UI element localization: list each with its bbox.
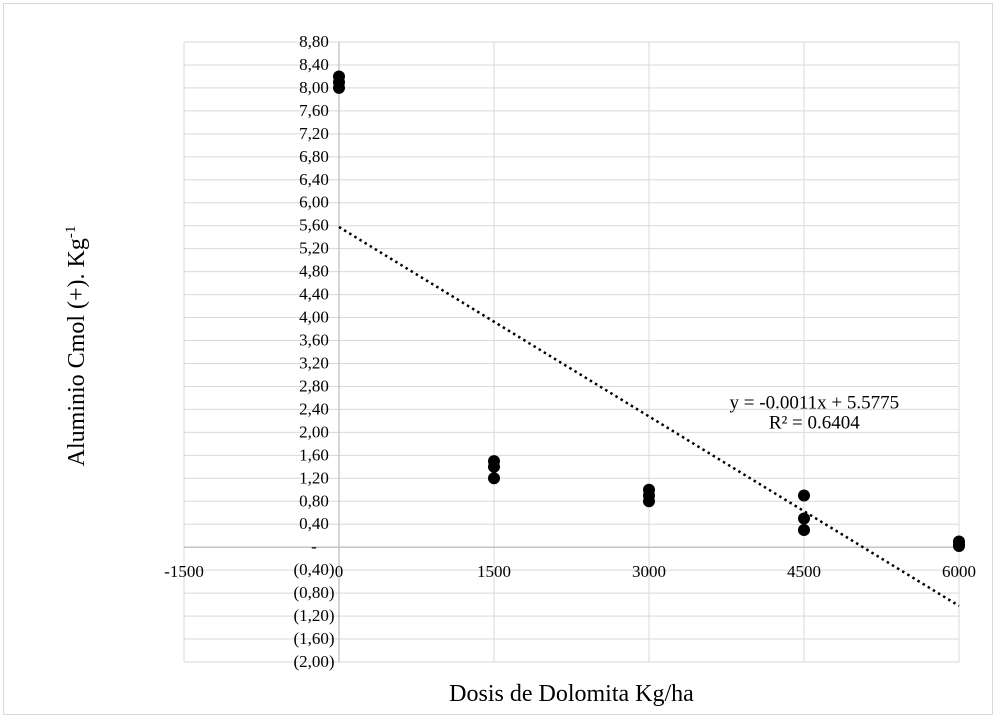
- y-tick-label: 4,80: [299, 262, 329, 281]
- y-tick-label: 8,80: [299, 32, 329, 51]
- y-axis-title-text: Aluminio Cmol (+). Kg: [64, 238, 90, 466]
- data-point-9: [798, 489, 810, 502]
- y-tick-label: 1,60: [299, 445, 329, 464]
- trendline-group: [338, 225, 960, 607]
- y-tick-label: 0,40: [299, 514, 329, 533]
- data-point-8: [643, 495, 655, 508]
- x-tick-label: 6000: [942, 562, 976, 581]
- data-point-2: [333, 81, 345, 94]
- y-axis-title-superscript: -1: [63, 226, 79, 239]
- trendline: [338, 225, 960, 607]
- y-tick-label: 6,40: [299, 170, 329, 189]
- y-tick-label: 0,80: [299, 491, 329, 510]
- x-tick-label: 3000: [632, 562, 666, 581]
- y-tick-label: -: [311, 537, 317, 556]
- y-tick-label: 3,20: [299, 353, 329, 372]
- y-tick-label: 8,00: [299, 78, 329, 97]
- y-tick-label: 6,00: [299, 193, 329, 212]
- y-tick-label: (0,40): [293, 560, 334, 579]
- y-tick-label: 5,60: [299, 216, 329, 235]
- vertical-gridlines: [183, 42, 960, 662]
- x-tick-label: 0: [335, 562, 344, 581]
- y-tick-label: (1,20): [293, 606, 334, 625]
- data-point-11: [798, 523, 810, 536]
- y-tick-label: 2,00: [299, 422, 329, 441]
- x-tick-label: -1500: [164, 562, 204, 581]
- y-tick-label: 7,60: [299, 101, 329, 120]
- trendline-r-squared: R² = 0.6404: [769, 412, 860, 433]
- data-point-14: [953, 540, 965, 553]
- y-axis-title: Aluminio Cmol (+). Kg-1: [63, 226, 90, 467]
- axes: [184, 42, 959, 662]
- y-tick-label: (1,60): [293, 629, 334, 648]
- chart-frame: 8,80 8,40 8,00 7,60 7,20 6,80 6,40 6,00 5,60 5,20…: [3, 3, 993, 715]
- data-points: [333, 70, 965, 553]
- y-tick-label: (0,80): [293, 583, 334, 602]
- y-tick-label: (2,00): [293, 652, 334, 671]
- x-tick-label: 4500: [787, 562, 821, 581]
- y-tick-label: 2,80: [299, 376, 329, 395]
- y-tick-labels: 8,80 8,40 8,00 7,60 7,20 6,80 6,40 6,00 5,60 5,20…: [293, 32, 334, 671]
- trendline-equation: y = -0.0011x + 5.5775: [730, 392, 900, 413]
- x-axis-title: Dosis de Dolomita Kg/ha: [449, 681, 694, 707]
- x-tick-labels: -1500 0 1500 3000 4500 6000: [164, 562, 976, 581]
- y-tick-label: 4,00: [299, 308, 329, 327]
- horizontal-gridlines: [184, 41, 959, 663]
- y-tick-label: 7,20: [299, 124, 329, 143]
- data-point-4: [488, 460, 500, 473]
- y-tick-label: 1,20: [299, 468, 329, 487]
- y-tick-label: 5,20: [299, 239, 329, 258]
- data-point-10: [798, 512, 810, 525]
- y-tick-label: 8,40: [299, 55, 329, 74]
- scatter-chart: 8,80 8,40 8,00 7,60 7,20 6,80 6,40 6,00 5,60 5,20…: [63, 32, 976, 707]
- y-tick-label: 2,40: [299, 399, 329, 418]
- data-point-5: [488, 472, 500, 485]
- y-tick-label: 3,60: [299, 331, 329, 350]
- x-tick-label: 1500: [477, 562, 511, 581]
- y-tick-label: 4,40: [299, 285, 329, 304]
- y-tick-label: 6,80: [299, 147, 329, 166]
